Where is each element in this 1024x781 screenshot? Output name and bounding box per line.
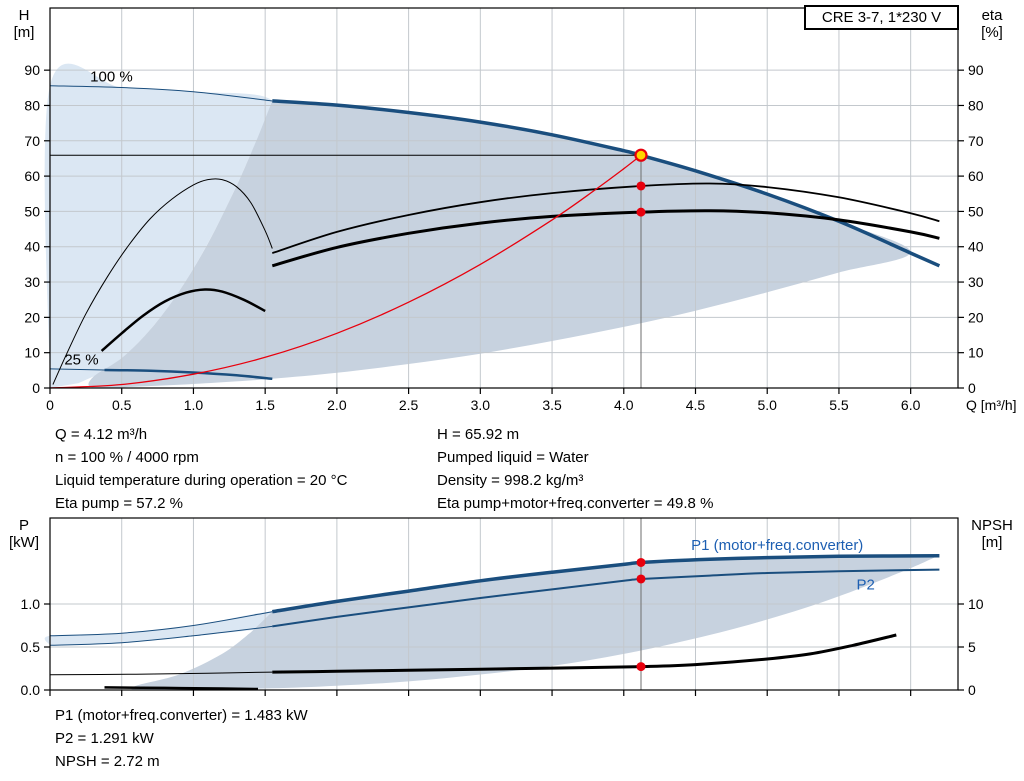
left-tick-label: 0.0 bbox=[21, 682, 41, 698]
bottom-tick-label: 0 bbox=[46, 397, 54, 413]
info-head-line: H = 65.92 m bbox=[437, 426, 520, 443]
npsh-dot bbox=[636, 662, 646, 672]
info-flow-line: Q = 4.12 m³/h bbox=[55, 426, 148, 443]
info-eta-pump-line: Eta pump = 57.2 % bbox=[55, 495, 183, 512]
label-p2: P2 bbox=[856, 576, 874, 593]
bottom-tick-label: 3.0 bbox=[471, 397, 491, 413]
right-tick-label: 0 bbox=[968, 682, 976, 698]
right-axis-title: NPSH bbox=[971, 517, 1013, 534]
left-axis-title: H bbox=[19, 7, 30, 24]
left-tick-label: 1.0 bbox=[21, 596, 41, 612]
info-liquid-line: Pumped liquid = Water bbox=[437, 449, 589, 466]
qh-curve-25-thin bbox=[49, 368, 105, 371]
bottom-tick-label: 1.0 bbox=[184, 397, 204, 413]
info-density-line: Density = 998.2 kg/m³ bbox=[437, 472, 584, 489]
system-curve bbox=[49, 154, 642, 389]
duty-point-marker[interactable] bbox=[634, 148, 648, 162]
right-tick-label: 5 bbox=[968, 639, 976, 655]
p2-thin-left bbox=[49, 625, 273, 646]
npsh-25 bbox=[104, 686, 259, 691]
left-tick-label: 50 bbox=[24, 203, 40, 219]
npsh-thin-left bbox=[49, 671, 273, 676]
right-axis-title: eta bbox=[982, 7, 1004, 24]
left-axis-title: P bbox=[19, 517, 29, 534]
duty-info-left: Q = 4.12 m³/h n = 100 % / 4000 rpm Liqui… bbox=[55, 423, 347, 515]
right-tick-label: 10 bbox=[968, 596, 984, 612]
power-npsh-chart: 0.0 0.5 1.0 0 5 10 P[kW] NPSH[m] P1 (motor+freq.… bbox=[9, 517, 1013, 698]
bottom-tick-label: 3.5 bbox=[542, 397, 562, 413]
info-speed-line: n = 100 % / 4000 rpm bbox=[55, 449, 199, 466]
right-axis-title: [%] bbox=[981, 24, 1003, 41]
p2-dot bbox=[636, 574, 646, 584]
left-tick-label: 0 bbox=[32, 380, 40, 396]
right-tick-label: 60 bbox=[968, 168, 984, 184]
left-tick-label: 90 bbox=[24, 62, 40, 78]
right-tick-label: 50 bbox=[968, 203, 984, 219]
right-tick-label: 80 bbox=[968, 97, 984, 113]
qh-eta-chart: 0 10 20 30 40 50 60 70 80 90 0 10 20 30 40 50 60 70 80 90 0 0… bbox=[14, 7, 1017, 413]
power-info: P1 (motor+freq.converter) = 1.483 kW P2 … bbox=[55, 704, 308, 773]
x-axis-title: Q [m³/h] bbox=[966, 397, 1017, 413]
qh-curve-25 bbox=[104, 368, 273, 381]
right-tick-label: 90 bbox=[968, 62, 984, 78]
right-tick-label: 30 bbox=[968, 274, 984, 290]
eta-pump-dot bbox=[636, 181, 646, 191]
left-tick-label: 10 bbox=[24, 345, 40, 361]
right-tick-label: 20 bbox=[968, 309, 984, 325]
right-tick-label: 10 bbox=[968, 345, 984, 361]
right-tick-label: 40 bbox=[968, 239, 984, 255]
info-npsh-line: NPSH = 2.72 m bbox=[55, 753, 160, 770]
left-tick-label: 70 bbox=[24, 133, 40, 149]
bottom-tick-label: 1.5 bbox=[255, 397, 275, 413]
left-tick-label: 20 bbox=[24, 309, 40, 325]
npsh-curve bbox=[272, 633, 897, 674]
left-axis-title: [kW] bbox=[9, 534, 39, 551]
eta-total-dot bbox=[636, 207, 646, 217]
left-tick-label: 60 bbox=[24, 168, 40, 184]
qh-curve-thin-left bbox=[49, 85, 273, 102]
right-axis-title: [m] bbox=[982, 534, 1003, 551]
left-tick-label: 30 bbox=[24, 274, 40, 290]
allowed-speed-area-left bbox=[44, 63, 275, 389]
bottom-tick-label: 5.5 bbox=[829, 397, 849, 413]
left-axis-title: [m] bbox=[14, 24, 35, 41]
duty-info-right: H = 65.92 m Pumped liquid = Water Densit… bbox=[437, 423, 713, 515]
p2-curve bbox=[272, 568, 940, 628]
info-eta-total-line: Eta pump+motor+freq.converter = 49.8 % bbox=[437, 495, 714, 512]
qh-curve-100 bbox=[272, 99, 941, 268]
left-tick-label: 0.5 bbox=[21, 639, 41, 655]
p1-thin-left bbox=[49, 611, 273, 637]
p1-curve bbox=[272, 554, 940, 614]
eta-arc-25 bbox=[100, 288, 266, 352]
bottom-tick-label: 4.0 bbox=[614, 397, 634, 413]
qh-eta-chart-frame bbox=[49, 7, 959, 389]
p1-dot bbox=[636, 557, 646, 567]
label-25-percent: 25 % bbox=[64, 352, 98, 369]
left-tick-label: 80 bbox=[24, 97, 40, 113]
bottom-tick-label: 2.0 bbox=[327, 397, 347, 413]
power-pale-wedge bbox=[44, 611, 283, 646]
eta-arc-thin bbox=[52, 178, 273, 385]
power-band bbox=[130, 555, 936, 691]
label-100-percent: 100 % bbox=[90, 68, 133, 85]
right-tick-label: 70 bbox=[968, 133, 984, 149]
info-p2-line: P2 = 1.291 kW bbox=[55, 730, 154, 747]
right-tick-label: 0 bbox=[968, 380, 976, 396]
bottom-tick-label: 6.0 bbox=[901, 397, 921, 413]
bottom-tick-label: 5.0 bbox=[757, 397, 777, 413]
info-p1-line: P1 (motor+freq.converter) = 1.483 kW bbox=[55, 707, 308, 724]
bottom-tick-label: 2.5 bbox=[399, 397, 419, 413]
pump-type-box: CRE 3-7, 1*230 V bbox=[804, 5, 959, 30]
info-temperature-line: Liquid temperature during operation = 20… bbox=[55, 472, 348, 489]
bottom-tick-label: 0.5 bbox=[112, 397, 132, 413]
bottom-tick-label: 4.5 bbox=[686, 397, 706, 413]
operating-range-band bbox=[88, 100, 911, 389]
left-tick-label: 40 bbox=[24, 239, 40, 255]
label-p1: P1 (motor+freq.converter) bbox=[691, 537, 863, 554]
